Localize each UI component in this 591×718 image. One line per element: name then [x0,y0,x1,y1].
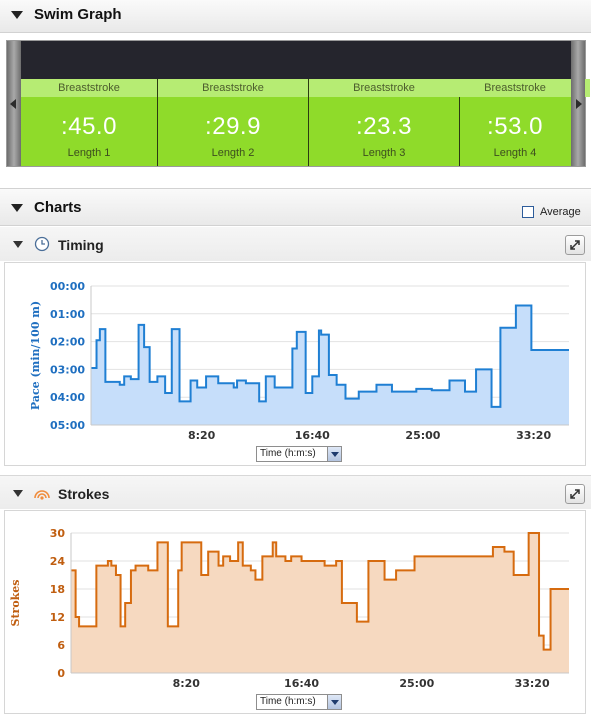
charts-header: Charts Average [0,188,591,226]
chevron-down-icon [327,695,341,709]
expand-icon [570,489,580,499]
clock-icon [34,236,50,252]
x-tick-label: 25:00 [399,677,434,690]
strokes-chart: 30 24 18 12 6 0 8:20 16:40 25:00 33:20 Strokes [9,527,569,690]
series-line [71,532,569,651]
y-tick-label: 01:00 [50,308,85,321]
average-label: Average [540,206,581,218]
swim-graph-header: Swim Graph [0,0,591,33]
arrow-left-icon [10,99,16,109]
strokes-header: Strokes [0,475,591,509]
lap-time: :29.9 [205,113,261,140]
lap-segment[interactable]: Breaststroke :23.3 Length 3 [309,79,460,166]
timing-chart-panel: 00:00 01:00 02:00 03:00 04:00 05:00 8:20 16:40 2… [4,262,586,466]
scroll-left-button[interactable] [7,41,21,166]
strokes-axis-select-value: Time (h:m:s) [260,696,316,707]
expand-chart-button[interactable] [565,484,585,504]
strokes-icon [34,490,50,500]
x-tick-label: 8:20 [173,677,201,690]
x-tick-label: 16:40 [284,677,319,690]
collapse-triangle-icon[interactable] [13,490,23,497]
y-tick-label: 04:00 [50,391,85,404]
y-tick-label: 12 [50,611,65,624]
collapse-triangle-icon[interactable] [11,204,23,212]
x-tick-label: 33:20 [515,677,550,690]
x-tick-label: 33:20 [516,429,551,442]
lap-number-label: Length 4 [493,147,537,159]
y-axis-label: Pace (min/100 m) [29,301,42,410]
lap-time: :45.0 [61,113,117,140]
lap-time: :53.0 [487,113,543,140]
y-tick-label: 03:00 [50,363,85,376]
lap-segment[interactable]: Breaststroke :29.9 Length 2 [158,79,309,166]
x-tick-label: 16:40 [295,429,330,442]
timing-title: Timing [58,237,104,253]
series-area [71,533,569,673]
expand-chart-button[interactable] [565,235,585,255]
lap-segment[interactable]: Breaststroke :53.0 Length 4 [440,79,590,166]
average-checkbox[interactable] [522,206,534,218]
y-tick-label: 6 [57,639,65,652]
swim-graph-title: Swim Graph [34,6,122,23]
y-tick-label: 00:00 [50,280,85,293]
timing-axis-select-value: Time (h:m:s) [260,448,316,459]
timing-header: Timing [0,227,591,261]
x-tick-label: 25:00 [405,429,440,442]
y-axis-label: Strokes [9,580,22,627]
strokes-chart-panel: 30 24 18 12 6 0 8:20 16:40 25:00 33:20 Strokes Tim… [4,510,586,714]
lap-stroke-label: Breaststroke [158,79,308,97]
lap-number-label: Length 2 [211,147,255,159]
pace-chart: 00:00 01:00 02:00 03:00 04:00 05:00 8:20 16:40 2… [29,280,569,442]
timing-axis-select[interactable]: Time (h:m:s) [256,446,342,462]
y-tick-label: 24 [50,555,66,568]
lap-stroke-label: Breaststroke [440,79,590,97]
strokes-axis-select[interactable]: Time (h:m:s) [256,694,342,710]
lap-segment[interactable]: Breaststroke :45.0 Length 1 [21,79,158,166]
y-tick-label: 30 [50,527,66,540]
lap-stroke-label: Breaststroke [21,79,157,97]
lap-number-label: Length 1 [67,147,111,159]
y-tick-label: 05:00 [50,419,85,432]
arrow-right-icon [576,99,582,109]
series-line [91,304,569,408]
scroll-right-button[interactable] [571,41,585,166]
chevron-down-icon [327,447,341,461]
y-tick-label: 0 [57,667,65,680]
strokes-title: Strokes [58,486,110,502]
lap-number-label: Length 3 [362,147,406,159]
y-tick-label: 18 [50,583,65,596]
collapse-triangle-icon[interactable] [11,11,23,19]
lap-time: :23.3 [356,113,412,140]
expand-icon [570,240,580,250]
swim-graph: Breaststroke :45.0 Length 1 Breaststroke… [6,40,590,167]
charts-title: Charts [34,199,82,216]
swim-graph-background [7,41,585,79]
series-area [91,305,569,425]
collapse-triangle-icon[interactable] [13,241,23,248]
y-tick-label: 02:00 [50,336,85,349]
lap-stroke-label: Breaststroke [309,79,459,97]
x-tick-label: 8:20 [188,429,216,442]
